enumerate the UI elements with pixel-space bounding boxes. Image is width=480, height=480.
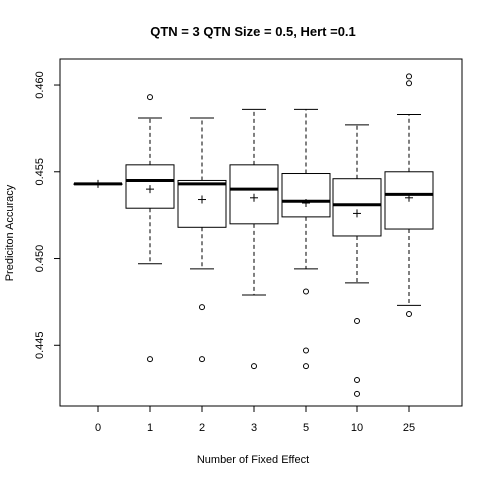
y-tick-label: 0.460 [34,71,46,99]
outlier-point [406,311,412,318]
outlier-point [354,390,360,397]
y-tick-label: 0.455 [34,158,46,186]
box-1 [125,94,175,363]
outlier-point [251,363,257,370]
x-axis: 0 1 2 3 5 10 25 [95,405,415,434]
outlier-point [303,363,309,370]
x-tick-label: 25 [403,422,415,434]
outlier-point [406,73,412,80]
plot-area-frame [59,58,463,407]
iqr-box [281,173,331,218]
box-3 [229,108,279,370]
y-axis: 0.445 0.450 0.455 0.460 [34,71,61,360]
y-tick-label: 0.445 [34,332,46,360]
x-tick-label: 0 [95,422,101,434]
chart-title: QTN = 3 QTN Size = 0.5, Hert =0.1 [150,24,356,39]
outlier-point [354,317,360,324]
x-tick-label: 5 [303,422,309,434]
iqr-box [177,179,227,228]
x-axis-label: Number of Fixed Effect [197,454,309,466]
box-25 [384,73,434,318]
x-tick-label: 3 [251,422,257,434]
outlier-point [199,304,205,311]
x-tick-label: 1 [147,422,153,434]
boxes-group [73,73,434,397]
x-tick-label: 10 [351,422,363,434]
outlier-point [199,356,205,363]
x-tick-label: 2 [199,422,205,434]
y-tick-label: 0.450 [34,245,46,273]
outlier-point [147,94,153,101]
box-2 [177,117,227,363]
outlier-point [147,356,153,363]
box-0 [73,179,123,188]
iqr-box [332,178,382,237]
box-10 [332,124,382,397]
box-5 [281,108,331,370]
outlier-point [406,80,412,87]
y-axis-label: Prediciton Accuracy [4,184,16,281]
outlier-point [303,347,309,354]
outlier-point [354,376,360,383]
outlier-point [303,288,309,295]
